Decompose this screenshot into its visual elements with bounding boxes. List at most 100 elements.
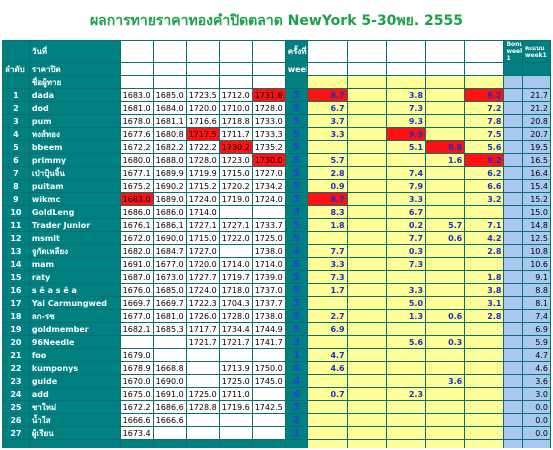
- score-cell[interactable]: [425, 114, 466, 128]
- price-cell[interactable]: 1689.9: [152, 166, 187, 180]
- price-cell[interactable]: [119, 335, 154, 349]
- price-cell[interactable]: 1735.2: [251, 140, 286, 154]
- score-cell[interactable]: [346, 270, 387, 284]
- price-cell[interactable]: 1741.7: [251, 335, 286, 349]
- price-cell[interactable]: 1730.0: [251, 153, 286, 167]
- total-cell[interactable]: 15.4: [522, 179, 551, 193]
- score-cell[interactable]: [425, 361, 466, 375]
- score-cell[interactable]: 1.7: [307, 283, 348, 297]
- score-cell[interactable]: 7.3: [385, 101, 427, 115]
- score-cell[interactable]: 5.0: [385, 296, 427, 310]
- score-cell[interactable]: [346, 179, 387, 193]
- score-cell[interactable]: 3.1: [464, 296, 505, 310]
- score-cell[interactable]: 3.3: [385, 192, 427, 206]
- score-cell[interactable]: 7.9: [385, 179, 427, 193]
- price-cell[interactable]: 1683.0: [119, 88, 154, 102]
- total-cell[interactable]: 21.7: [522, 88, 551, 102]
- score-cell[interactable]: [346, 192, 387, 206]
- table-row[interactable]: 15 raty 1687.0 1673.0 1727.7 1719.7 1739.0 5 7.3…: [2, 270, 551, 284]
- table-row[interactable]: 11 Trader Junior 1676.1 1686.1 1727.1 1727.1 1…: [2, 218, 551, 232]
- price-cell[interactable]: 1712.0: [218, 88, 253, 102]
- score-cell[interactable]: [464, 374, 505, 388]
- price-cell[interactable]: 1686.0: [152, 205, 187, 219]
- table-row[interactable]: 24 add 1675.0 1691.0 1725.0 1711.0 4 0.7 2.3 3.0: [2, 387, 551, 401]
- price-cell[interactable]: 1668.8: [152, 361, 187, 375]
- price-cell[interactable]: 1684.0: [152, 101, 187, 115]
- bonus-cell[interactable]: [503, 88, 523, 102]
- table-row[interactable]: 17 Yai Carmungwed 1669.7 1669.7 1722.3 1704.3…: [2, 296, 551, 310]
- total-cell[interactable]: 14.8: [522, 218, 551, 232]
- table-row[interactable]: 20 96Needle 1721.7 1721.7 1741.7 3 5.6 0.3 5.9: [2, 335, 551, 349]
- score-cell[interactable]: [346, 322, 387, 336]
- score-cell[interactable]: 3.3: [385, 283, 427, 297]
- total-cell[interactable]: 9.1: [522, 270, 551, 284]
- table-row[interactable]: 14 mam 1691.0 1677.0 1720.0 1714.0 1714.0 5 3.3 7…: [2, 257, 551, 271]
- price-cell[interactable]: 1717.5: [185, 127, 220, 141]
- score-cell[interactable]: [425, 205, 466, 219]
- price-cell[interactable]: 1682.0: [119, 244, 154, 258]
- score-cell[interactable]: [464, 205, 505, 219]
- table-row[interactable]: 21 foo 1679.0 1 4.7 4.7: [2, 348, 551, 362]
- total-cell[interactable]: 3.0: [522, 387, 551, 401]
- score-cell[interactable]: [307, 231, 348, 245]
- score-cell[interactable]: 2.8: [464, 309, 505, 323]
- total-cell[interactable]: 5.9: [522, 335, 551, 349]
- score-cell[interactable]: [385, 153, 427, 167]
- score-cell[interactable]: [346, 283, 387, 297]
- total-cell[interactable]: 8.8: [522, 283, 551, 297]
- price-cell[interactable]: 1673.0: [152, 270, 187, 284]
- score-cell[interactable]: 8.8: [425, 140, 466, 154]
- price-cell[interactable]: 1733.7: [251, 218, 286, 232]
- score-cell[interactable]: [346, 153, 387, 167]
- price-cell[interactable]: 1681.0: [119, 101, 154, 115]
- score-cell[interactable]: [346, 400, 387, 414]
- price-cell[interactable]: [251, 387, 286, 401]
- price-cell[interactable]: 1721.7: [185, 335, 220, 349]
- score-cell[interactable]: 4.2: [464, 231, 505, 245]
- price-cell[interactable]: 1715.0: [185, 231, 220, 245]
- bonus-cell[interactable]: [503, 270, 523, 284]
- price-cell[interactable]: 1682.2: [152, 140, 187, 154]
- score-cell[interactable]: [464, 387, 505, 401]
- score-cell[interactable]: [346, 257, 387, 271]
- score-cell[interactable]: 2.8: [464, 244, 505, 258]
- price-cell[interactable]: 1727.1: [185, 218, 220, 232]
- score-cell[interactable]: [464, 257, 505, 271]
- price-cell[interactable]: 1723.5: [185, 88, 220, 102]
- total-cell[interactable]: 0.0: [522, 426, 551, 440]
- price-cell[interactable]: 1714.0: [251, 257, 286, 271]
- bonus-cell[interactable]: [503, 413, 523, 427]
- price-cell[interactable]: 1678.0: [119, 114, 154, 128]
- price-cell[interactable]: [218, 426, 253, 440]
- score-cell[interactable]: 5.1: [385, 140, 427, 154]
- table-row[interactable]: 13 จูกัดเหลียง 1682.0 1684.7 1727.0 1738.0 4 7.…: [2, 244, 551, 258]
- price-cell[interactable]: [185, 413, 220, 427]
- bonus-cell[interactable]: [503, 322, 523, 336]
- price-cell[interactable]: 1738.0: [251, 244, 286, 258]
- price-cell[interactable]: 1680.8: [152, 127, 187, 141]
- table-row[interactable]: 8 puitam 1675.2 1690.2 1715.2 1720.2 1734.2 5 0.…: [2, 179, 551, 193]
- table-row[interactable]: 23 guide 1670.0 1690.0 1725.0 1745.0 4 3.6 3.6: [2, 374, 551, 388]
- price-cell[interactable]: 1727.1: [218, 218, 253, 232]
- score-cell[interactable]: [346, 140, 387, 154]
- table-row[interactable]: 4 หงส์ทอง 1677.6 1680.8 1717.5 1711.7 1733.3 5 3…: [2, 127, 551, 141]
- price-cell[interactable]: 1728.0: [185, 153, 220, 167]
- price-cell[interactable]: 1684.7: [152, 244, 187, 258]
- bonus-cell[interactable]: [503, 387, 523, 401]
- bonus-cell[interactable]: [503, 283, 523, 297]
- score-cell[interactable]: 1.6: [425, 153, 466, 167]
- score-cell[interactable]: [307, 400, 348, 414]
- price-cell[interactable]: 1675.0: [119, 387, 154, 401]
- price-cell[interactable]: 1685.0: [152, 283, 187, 297]
- price-cell[interactable]: 1722.3: [185, 296, 220, 310]
- score-cell[interactable]: [425, 387, 466, 401]
- price-cell[interactable]: 1727.7: [185, 270, 220, 284]
- score-cell[interactable]: 3.3: [307, 127, 348, 141]
- price-cell[interactable]: 1672.2: [119, 400, 154, 414]
- score-cell[interactable]: [385, 361, 427, 375]
- score-cell[interactable]: 9.3: [385, 114, 427, 128]
- score-cell[interactable]: 7.3: [307, 270, 348, 284]
- price-cell[interactable]: 1717.7: [185, 322, 220, 336]
- score-cell[interactable]: [425, 166, 466, 180]
- score-cell[interactable]: [425, 101, 466, 115]
